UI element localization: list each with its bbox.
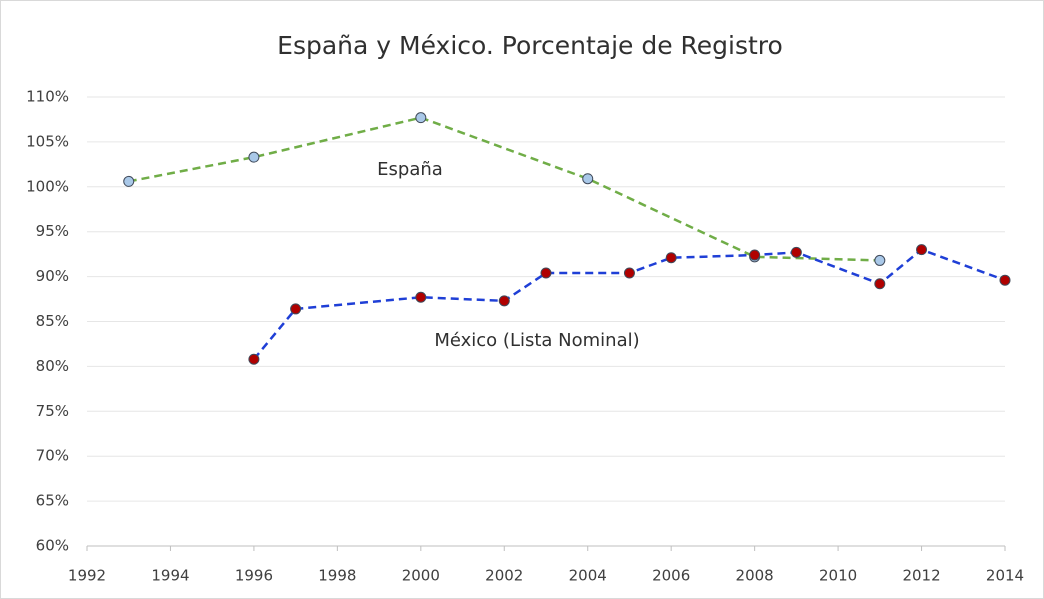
data-point bbox=[248, 353, 260, 365]
data-point bbox=[123, 175, 135, 187]
y-tick-label: 90% bbox=[36, 267, 69, 285]
data-point bbox=[623, 267, 635, 279]
y-tick-label: 105% bbox=[26, 132, 69, 150]
data-point bbox=[540, 267, 552, 279]
data-point bbox=[290, 303, 302, 315]
x-tick-label: 2010 bbox=[819, 567, 857, 585]
x-tick-label: 2006 bbox=[652, 567, 690, 585]
data-point bbox=[248, 151, 260, 163]
x-tick-label: 2008 bbox=[736, 567, 774, 585]
y-tick-label: 100% bbox=[26, 177, 69, 195]
y-tick-label: 65% bbox=[36, 492, 69, 510]
y-tick-label: 75% bbox=[36, 402, 69, 420]
chart-title: España y México. Porcentaje de Registro bbox=[277, 31, 783, 60]
y-tick-label: 85% bbox=[36, 312, 69, 330]
x-tick-label: 1994 bbox=[151, 567, 189, 585]
data-point bbox=[874, 254, 886, 266]
series-label: México (Lista Nominal) bbox=[434, 330, 639, 351]
x-tick-label: 2014 bbox=[986, 567, 1024, 585]
series-line bbox=[252, 248, 1006, 361]
data-point bbox=[749, 249, 761, 261]
data-point bbox=[790, 246, 802, 258]
data-point bbox=[415, 112, 427, 124]
x-tick-label: 2004 bbox=[569, 567, 607, 585]
x-tick-label: 1998 bbox=[318, 567, 356, 585]
data-point bbox=[999, 274, 1011, 286]
y-tick-label: 60% bbox=[36, 537, 69, 555]
data-point bbox=[874, 278, 886, 290]
x-tick-label: 1996 bbox=[235, 567, 273, 585]
x-tick-label: 2002 bbox=[485, 567, 523, 585]
series-label: España bbox=[377, 159, 443, 180]
x-tick-label: 2012 bbox=[902, 567, 940, 585]
y-tick-label: 80% bbox=[36, 357, 69, 375]
y-tick-label: 110% bbox=[26, 88, 69, 106]
data-point bbox=[415, 291, 427, 303]
x-tick-label: 2000 bbox=[402, 567, 440, 585]
series-line bbox=[128, 116, 880, 262]
data-point bbox=[665, 252, 677, 264]
y-tick-label: 95% bbox=[36, 222, 69, 240]
data-point bbox=[498, 295, 510, 307]
x-tick-label: 1992 bbox=[68, 567, 106, 585]
data-point bbox=[916, 244, 928, 256]
data-point bbox=[582, 173, 594, 185]
y-tick-label: 70% bbox=[36, 447, 69, 465]
